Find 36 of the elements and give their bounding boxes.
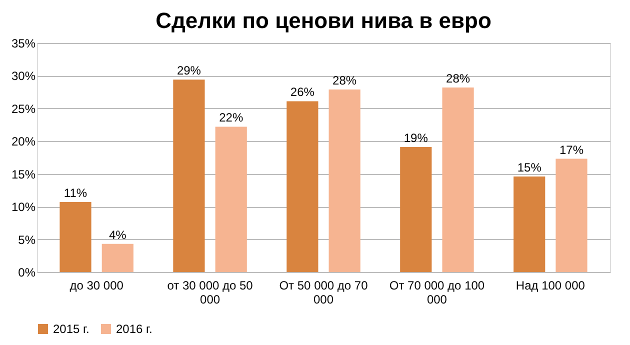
bar: [215, 126, 247, 272]
data-label: 17%: [559, 142, 584, 157]
bar: [400, 147, 432, 272]
y-tick-label: 35%: [11, 36, 36, 50]
bar: [60, 202, 92, 272]
data-label: 28%: [332, 73, 357, 88]
legend-label: 2015 г.: [53, 322, 90, 336]
y-tick-label: 30%: [11, 69, 36, 84]
y-tick-label: 10%: [11, 200, 36, 214]
legend-label: 2016 г.: [116, 322, 152, 336]
data-label: 11%: [64, 186, 88, 200]
data-label: 19%: [404, 131, 428, 146]
bar: [102, 244, 134, 272]
chart-title: Сделки по ценови нива в евро: [156, 8, 492, 33]
data-label: 28%: [446, 71, 470, 86]
x-tick-label: от 30 000 до 50 000: [167, 278, 254, 306]
data-label: 26%: [290, 85, 315, 100]
bar: [286, 101, 318, 272]
bar: [442, 87, 474, 272]
y-tick-label: 25%: [11, 102, 36, 116]
data-label: 4%: [108, 228, 127, 242]
y-tick-label: 20%: [11, 134, 36, 149]
data-label: 15%: [517, 160, 542, 174]
x-tick-label: до 30 000: [70, 278, 124, 292]
bar: [514, 176, 546, 272]
x-tick-label: От 70 000 до 100 000: [389, 278, 485, 306]
bar: [328, 89, 360, 272]
data-label: 29%: [176, 64, 202, 78]
data-label: 22%: [219, 110, 244, 125]
bar: [173, 80, 205, 272]
y-tick-label: 0%: [18, 266, 36, 280]
y-tick-label: 15%: [11, 167, 36, 182]
y-tick-label: 5%: [18, 232, 36, 247]
x-tick-label: Над 100 000: [516, 278, 586, 292]
x-tick-label: От 50 000 до 70 000: [279, 278, 368, 306]
bar: [556, 158, 588, 272]
